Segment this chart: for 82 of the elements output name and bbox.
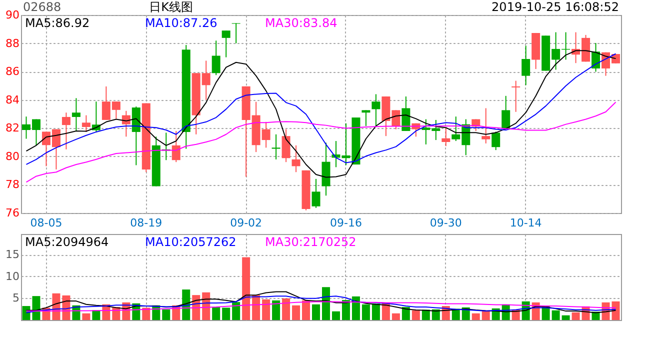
y-tick-label: 76 <box>6 206 20 220</box>
y-tick-label: 82 <box>6 122 20 135</box>
y-tick-label: 10 <box>6 270 20 283</box>
text: MA10:87.26 <box>145 16 218 30</box>
candlestick <box>272 134 280 160</box>
y-tick-label: 78 <box>6 178 20 192</box>
candlestick <box>72 98 80 132</box>
y-tick-label: 15 <box>6 248 20 262</box>
bar <box>312 304 320 320</box>
candlestick <box>502 95 510 130</box>
bar <box>32 296 40 320</box>
candlestick <box>372 94 380 127</box>
bar <box>262 299 270 320</box>
bar <box>422 310 430 320</box>
bar <box>552 310 560 320</box>
x-tick-label: 09-30 <box>430 216 462 230</box>
text: MA10:2057262 <box>145 235 236 249</box>
bar <box>402 307 410 320</box>
candlestick <box>172 130 180 163</box>
bar <box>92 310 100 320</box>
x-tick-label: 09-16 <box>330 216 362 230</box>
bar <box>352 296 360 320</box>
bar <box>82 313 90 320</box>
x-tick-label: 08-05 <box>30 216 62 230</box>
candlestick <box>312 178 320 208</box>
bar <box>142 308 150 320</box>
candlestick <box>492 131 500 151</box>
candlestick <box>512 80 520 112</box>
candlestick <box>442 128 450 147</box>
candlestick <box>62 112 70 150</box>
bar <box>612 301 620 320</box>
candlestick <box>222 30 230 58</box>
bar <box>292 305 300 320</box>
bar <box>392 313 400 320</box>
candlestick <box>82 114 90 132</box>
bar <box>272 300 280 320</box>
text: 2019-10-25 16:08:52 <box>492 0 619 14</box>
bar <box>162 309 170 320</box>
y-tick-label: 88 <box>6 36 20 50</box>
y-tick-label: 86 <box>6 65 20 78</box>
text: 02688 <box>23 0 62 14</box>
bar <box>332 311 340 320</box>
y-tick-label: 5 <box>12 292 20 305</box>
candlestick <box>212 40 220 76</box>
y-tick-label: 84 <box>6 93 20 106</box>
bar <box>342 300 350 320</box>
text: MA5:86.92 <box>25 16 90 30</box>
bar <box>322 287 330 320</box>
bar <box>562 315 570 320</box>
bar <box>472 313 480 320</box>
bar <box>182 289 190 320</box>
text: MA30:83.84 <box>265 16 338 30</box>
candlestick <box>292 144 300 173</box>
bar <box>232 302 240 320</box>
bar <box>282 298 290 320</box>
x-tick-label: 09-02 <box>230 216 262 230</box>
bar <box>372 304 380 320</box>
chart-title: 日K线图 <box>149 0 193 14</box>
y-tick-label: 80 <box>6 150 20 163</box>
candlestick <box>282 128 290 163</box>
bar <box>22 306 30 320</box>
candlestick <box>232 22 240 44</box>
text: MA5:2094964 <box>25 235 109 249</box>
candlestick <box>482 108 490 144</box>
line-series <box>26 291 616 314</box>
x-tick-label: 08-19 <box>130 216 162 230</box>
bar <box>222 308 230 320</box>
bar <box>362 304 370 320</box>
line-series <box>26 301 616 312</box>
bar <box>572 312 580 320</box>
text: MA30:2170252 <box>265 235 356 249</box>
line-series <box>26 296 616 314</box>
candlestick <box>522 45 530 86</box>
y-tick-label: 90 <box>6 8 20 22</box>
bar <box>242 257 250 320</box>
candlestick <box>362 110 370 127</box>
bar <box>302 300 310 320</box>
bar <box>412 310 420 320</box>
candlestick <box>402 96 410 132</box>
line-series <box>26 102 616 183</box>
bar <box>212 307 220 320</box>
x-tick-label: 10-14 <box>510 216 542 230</box>
